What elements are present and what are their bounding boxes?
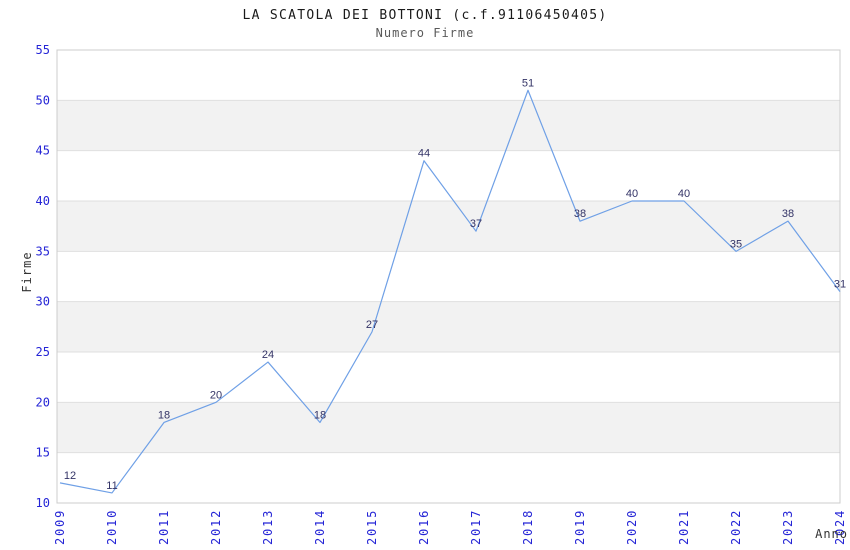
x-tick-label: 2017	[469, 509, 483, 545]
data-label: 44	[418, 148, 430, 160]
data-label: 51	[522, 77, 534, 89]
x-tick-label: 2009	[53, 509, 67, 545]
x-tick-label: 2018	[521, 509, 535, 545]
x-tick-label: 2024	[833, 509, 847, 545]
y-tick-label: 55	[36, 43, 50, 57]
x-tick-label: 2013	[261, 509, 275, 545]
plot-bands	[57, 100, 840, 453]
data-label: 35	[730, 238, 742, 250]
grid-band	[57, 301, 840, 352]
x-tick-label: 2019	[573, 509, 587, 545]
x-tick-label: 2022	[729, 509, 743, 545]
x-tick-label: 2012	[209, 509, 223, 545]
grid-band	[57, 100, 840, 151]
data-label: 18	[158, 409, 170, 421]
x-tick-label: 2020	[625, 509, 639, 545]
data-label: 24	[262, 349, 274, 361]
y-tick-label: 40	[36, 194, 50, 208]
data-labels: 12 11 18 20 24 18 27 44 37 51 38 40 40 35 38 31	[64, 77, 846, 492]
data-label: 18	[314, 409, 326, 421]
data-label: 12	[64, 470, 76, 482]
y-tick-label: 10	[36, 496, 50, 510]
grid-lines	[57, 99, 840, 454]
data-label: 27	[366, 319, 378, 331]
chart-title: LA SCATOLA DEI BOTTONI (c.f.91106450405)	[242, 8, 607, 23]
x-tick-label: 2016	[417, 509, 431, 545]
data-label: 20	[210, 389, 222, 401]
x-axis-label: Anno	[815, 527, 848, 541]
data-label: 38	[574, 208, 586, 220]
y-tick-label: 15	[36, 446, 50, 460]
data-label: 31	[834, 279, 846, 291]
series-line	[59, 89, 841, 494]
data-label: 40	[678, 188, 690, 200]
y-tick-label: 20	[36, 395, 50, 409]
grid-band	[57, 402, 840, 453]
y-tick-label: 25	[36, 345, 50, 359]
y-axis-ticks: 10 15 20 25 30 35 40 45 50 55	[36, 43, 50, 510]
x-tick-label: 2015	[365, 509, 379, 545]
x-tick-label: 2023	[781, 509, 795, 545]
data-label: 40	[626, 188, 638, 200]
x-axis-ticks: 2009 2010 2011 2012 2013 2014 2015 2016 2017 2018…	[53, 509, 847, 545]
y-tick-label: 30	[36, 295, 50, 309]
y-tick-label: 35	[36, 244, 50, 258]
y-axis-label: Firme	[20, 251, 34, 292]
plot-border	[56, 49, 841, 504]
x-tick-label: 2014	[313, 509, 327, 545]
y-tick-label: 50	[36, 93, 50, 107]
data-label: 38	[782, 208, 794, 220]
x-tick-label: 2010	[105, 509, 119, 545]
line-series	[59, 89, 841, 494]
grid-band	[57, 201, 840, 252]
x-tick-label: 2011	[157, 509, 171, 545]
x-tick-label: 2021	[677, 509, 691, 545]
y-tick-label: 45	[36, 144, 50, 158]
data-label: 11	[106, 480, 117, 492]
chart-subtitle: Numero Firme	[376, 26, 475, 40]
data-label: 37	[470, 218, 482, 230]
